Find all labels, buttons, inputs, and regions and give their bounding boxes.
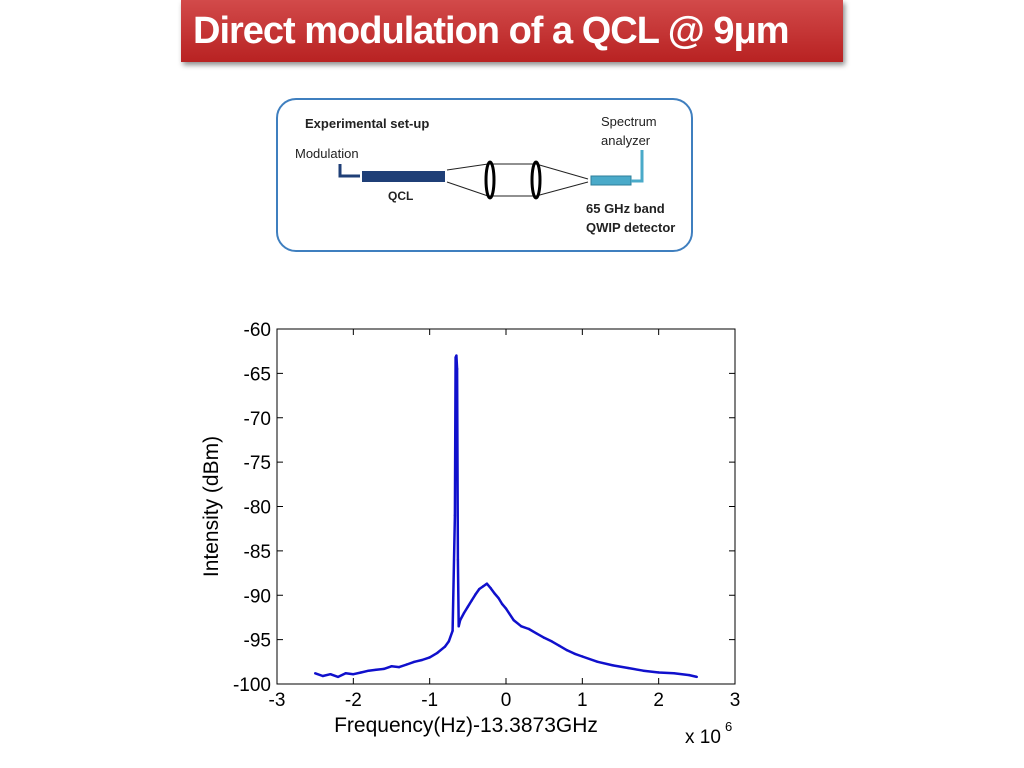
data-point bbox=[493, 592, 496, 595]
spectrum-label-1: Spectrum bbox=[601, 114, 657, 129]
data-point bbox=[455, 367, 459, 371]
data-point bbox=[672, 672, 676, 675]
x-tick-label: -1 bbox=[421, 690, 438, 711]
data-point bbox=[405, 663, 408, 666]
data-point bbox=[478, 587, 481, 591]
y-axis-label: Intensity (dBm) bbox=[200, 436, 223, 577]
detector-label-2: QWIP detector bbox=[586, 220, 676, 235]
data-point bbox=[447, 640, 450, 643]
lens-2 bbox=[530, 160, 542, 200]
setup-diagram: Experimental set-up Spectrum analyzer Mo… bbox=[276, 98, 693, 252]
y-tick-label: -95 bbox=[244, 631, 271, 652]
data-point bbox=[359, 671, 363, 674]
data-point bbox=[573, 652, 576, 656]
x-multiplier-label: x 10 bbox=[685, 727, 721, 748]
x-tick-label: -2 bbox=[345, 690, 362, 711]
data-point bbox=[626, 666, 630, 670]
data-point bbox=[457, 625, 460, 628]
data-point bbox=[436, 651, 439, 655]
data-point bbox=[596, 660, 599, 664]
data-point bbox=[688, 673, 691, 677]
data-point bbox=[489, 586, 492, 590]
data-point bbox=[344, 672, 347, 675]
y-tick-label: -90 bbox=[244, 586, 271, 607]
x-multiplier-exponent: 6 bbox=[725, 719, 732, 734]
data-point bbox=[321, 674, 324, 678]
data-point bbox=[485, 582, 489, 585]
data-point bbox=[455, 354, 458, 357]
data-point bbox=[642, 669, 645, 672]
spectrum-label-2: analyzer bbox=[601, 133, 651, 148]
data-point bbox=[512, 618, 515, 622]
analyzer-cable bbox=[631, 150, 644, 183]
spectrum-chart: -3 -2 -1 0 1 2 3 -60 -65 -70 -75 -80 -85 -90 -95 -100 Fr… bbox=[200, 320, 741, 748]
beam-upper-right bbox=[535, 163, 589, 180]
modulation-label: Modulation bbox=[295, 146, 359, 161]
data-point bbox=[329, 673, 332, 676]
data-point bbox=[535, 632, 538, 635]
x-axis-label: Frequency(Hz)-13.3873GHz bbox=[334, 714, 598, 737]
data-point bbox=[397, 665, 401, 669]
setup-schematic bbox=[338, 150, 644, 200]
setup-heading: Experimental set-up bbox=[305, 116, 430, 131]
data-point bbox=[611, 664, 615, 667]
data-point bbox=[456, 558, 460, 561]
data-point bbox=[527, 627, 531, 631]
data-point bbox=[695, 675, 699, 679]
y-tick-label: -80 bbox=[244, 498, 271, 519]
data-point bbox=[451, 629, 454, 632]
y-tick-label: -75 bbox=[244, 453, 271, 474]
y-tick-label: -65 bbox=[244, 364, 271, 385]
y-tick-label: -100 bbox=[233, 675, 271, 696]
x-tick-label: 3 bbox=[730, 690, 741, 711]
data-point bbox=[497, 596, 500, 600]
detector-bar bbox=[590, 175, 632, 186]
x-tick-label: 1 bbox=[577, 690, 588, 711]
data-point bbox=[581, 655, 584, 658]
data-point bbox=[520, 625, 523, 628]
plot-frame bbox=[276, 328, 736, 685]
data-point bbox=[550, 640, 553, 643]
data-point bbox=[462, 611, 466, 615]
data-point bbox=[466, 605, 470, 608]
data-point bbox=[474, 593, 477, 596]
data-point bbox=[352, 673, 355, 676]
data-point bbox=[367, 669, 370, 672]
y-tick-label: -70 bbox=[244, 409, 271, 430]
data-point bbox=[390, 665, 393, 668]
data-point bbox=[500, 602, 504, 606]
slide-title: Direct modulation of a QCL @ 9μm bbox=[181, 0, 843, 62]
data-point bbox=[336, 675, 340, 679]
data-point bbox=[453, 514, 457, 517]
y-tick-label: -60 bbox=[244, 320, 271, 341]
data-point bbox=[443, 645, 447, 648]
data-point bbox=[375, 668, 378, 671]
data-point bbox=[504, 607, 508, 610]
data-point bbox=[657, 671, 660, 674]
x-tick-label: 0 bbox=[501, 690, 512, 711]
x-tick-label: 2 bbox=[653, 690, 664, 711]
qcl-label: QCL bbox=[388, 189, 414, 203]
beam-lower-right bbox=[535, 181, 589, 197]
y-tick-label: -85 bbox=[244, 542, 271, 563]
data-point bbox=[470, 599, 473, 602]
beam-upper-left bbox=[446, 163, 489, 171]
data-point bbox=[313, 672, 317, 675]
qcl-bar bbox=[362, 171, 445, 182]
detector-label-1: 65 GHz band bbox=[586, 201, 665, 216]
data-point bbox=[542, 636, 546, 640]
data-point bbox=[413, 660, 416, 664]
beam-lower-left bbox=[446, 181, 489, 197]
x-tick-label: -3 bbox=[269, 690, 286, 711]
data-point bbox=[428, 656, 431, 659]
lens-1 bbox=[484, 160, 496, 200]
data-point bbox=[481, 585, 485, 588]
modulation-cable bbox=[338, 164, 360, 178]
data-point bbox=[459, 618, 462, 622]
data-point bbox=[558, 644, 561, 648]
data-point bbox=[565, 649, 569, 652]
data-point bbox=[420, 658, 424, 662]
data-point bbox=[382, 667, 386, 671]
